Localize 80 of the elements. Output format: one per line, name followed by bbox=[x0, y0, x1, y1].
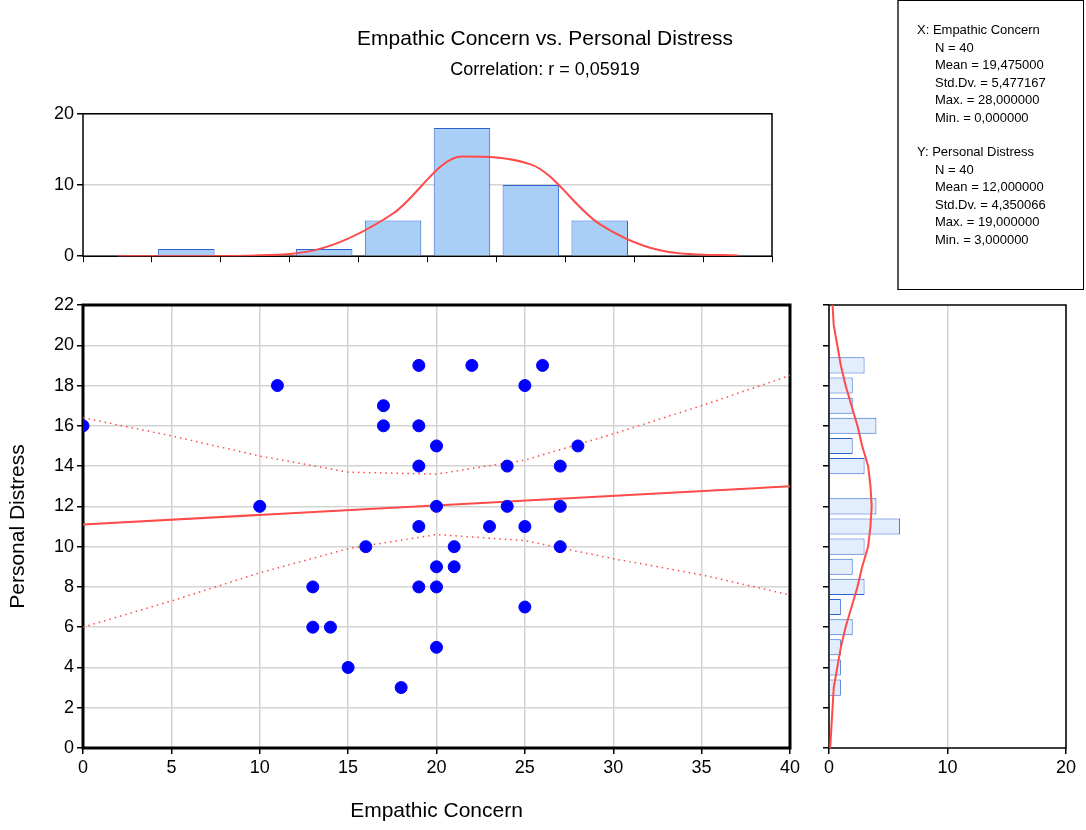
point bbox=[412, 459, 426, 473]
line-series bbox=[83, 533, 790, 628]
text: Min. = 3,000000 bbox=[934, 230, 1030, 248]
x-axis-title: Empathic Concern bbox=[350, 798, 523, 822]
point bbox=[571, 439, 585, 453]
text: Std.Dv. = 4,350066 bbox=[934, 195, 1047, 213]
x-tick-label: 40 bbox=[779, 756, 801, 777]
point bbox=[306, 580, 320, 594]
y-axis-title: Personal Distress bbox=[5, 444, 29, 609]
point bbox=[447, 560, 461, 574]
point bbox=[518, 520, 532, 533]
point bbox=[430, 580, 443, 594]
text: Mean = 19,475000 bbox=[934, 56, 1045, 74]
point bbox=[412, 419, 426, 433]
y-tick-label: 20 bbox=[53, 102, 74, 123]
point bbox=[376, 399, 390, 413]
point bbox=[500, 459, 514, 473]
x-tick-label: 10 bbox=[937, 756, 958, 777]
point bbox=[253, 499, 267, 513]
point bbox=[553, 499, 567, 513]
chart-subtitle: Correlation: r = 0,05919 bbox=[449, 59, 641, 80]
text: Max. = 19,000000 bbox=[934, 213, 1041, 231]
point bbox=[412, 358, 426, 372]
x-tick-label: 35 bbox=[691, 756, 712, 777]
point bbox=[536, 358, 550, 372]
x-tick-label: 0 bbox=[77, 756, 89, 777]
y-tick-label: 14 bbox=[53, 455, 74, 476]
point bbox=[553, 459, 567, 473]
point bbox=[394, 681, 408, 695]
line-series bbox=[116, 155, 739, 257]
y-tick-label: 2 bbox=[63, 696, 74, 717]
point bbox=[447, 540, 461, 554]
point bbox=[412, 520, 426, 533]
y-tick-label: 8 bbox=[63, 575, 74, 596]
point bbox=[518, 379, 532, 393]
y-tick-label: 0 bbox=[63, 245, 74, 266]
y-tick-label: 10 bbox=[53, 535, 74, 556]
point bbox=[430, 499, 443, 513]
text: Mean = 12,000000 bbox=[934, 178, 1045, 196]
line-series bbox=[83, 374, 790, 475]
y-tick-label: 22 bbox=[53, 293, 74, 314]
chart-title: Empathic Concern vs. Personal Distress bbox=[356, 26, 734, 50]
x-tick-label: 20 bbox=[426, 756, 447, 777]
x-tick-label: 15 bbox=[338, 756, 359, 777]
point bbox=[359, 540, 373, 554]
y-tick-label: 18 bbox=[53, 374, 74, 395]
x-tick-label: 20 bbox=[1055, 756, 1077, 777]
text: Y: Personal Distress bbox=[917, 143, 1036, 161]
point bbox=[376, 419, 390, 433]
y-tick-label: 6 bbox=[63, 616, 74, 637]
point bbox=[430, 560, 443, 574]
point bbox=[553, 540, 567, 554]
point bbox=[270, 379, 284, 393]
point bbox=[465, 358, 479, 372]
point bbox=[430, 640, 443, 654]
point bbox=[483, 520, 497, 533]
text: N = 40 bbox=[934, 38, 975, 56]
y-tick-label: 20 bbox=[53, 334, 74, 355]
point bbox=[323, 620, 337, 634]
y-tick-label: 4 bbox=[63, 656, 74, 677]
text: Std.Dv. = 5,477167 bbox=[934, 73, 1047, 91]
y-tick-label: 10 bbox=[53, 173, 74, 194]
text: Min. = 0,000000 bbox=[934, 108, 1030, 126]
point bbox=[412, 580, 426, 594]
x-tick-label: 5 bbox=[166, 756, 177, 777]
point bbox=[430, 439, 443, 453]
x-tick-label: 30 bbox=[603, 756, 624, 777]
text: Max. = 28,000000 bbox=[934, 91, 1041, 109]
point bbox=[341, 660, 355, 674]
y-tick-label: 16 bbox=[53, 414, 74, 435]
point bbox=[500, 499, 514, 513]
x-tick-label: 10 bbox=[249, 756, 270, 777]
point bbox=[306, 620, 320, 634]
point bbox=[518, 600, 532, 614]
x-tick-label: 0 bbox=[823, 756, 835, 777]
text: N = 40 bbox=[934, 160, 975, 178]
y-tick-label: 12 bbox=[53, 495, 74, 516]
text: X: Empathic Concern bbox=[917, 21, 1041, 39]
y-tick-label: 0 bbox=[63, 736, 74, 757]
x-tick-label: 25 bbox=[514, 756, 535, 777]
